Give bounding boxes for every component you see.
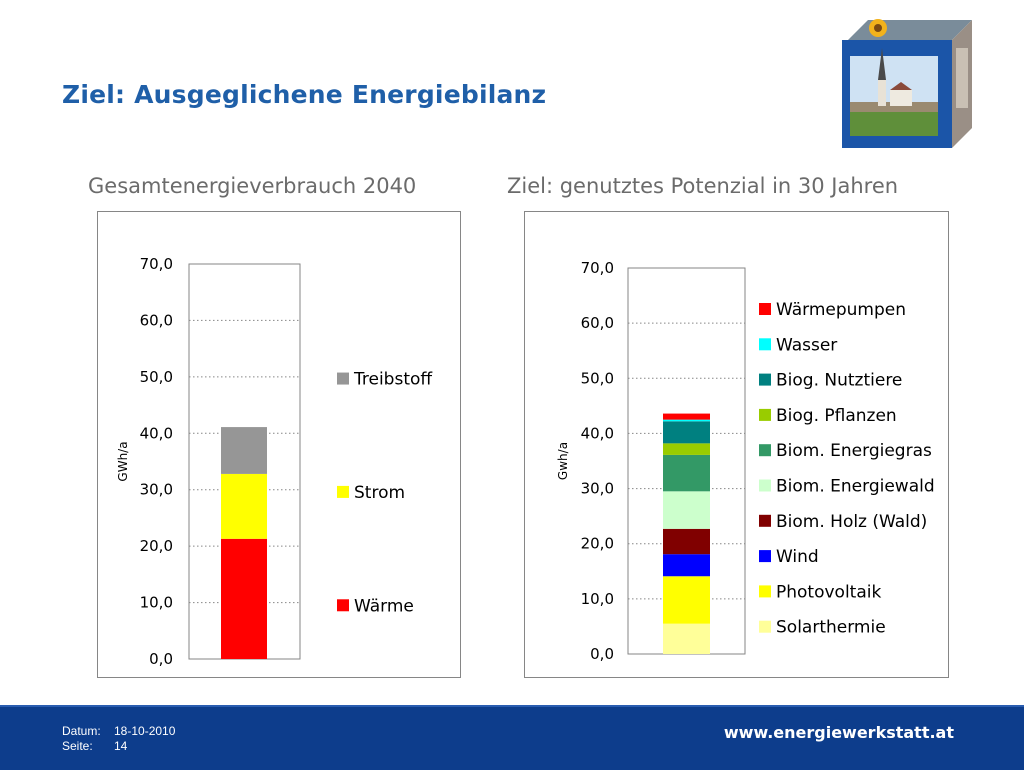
legend-swatch [337,599,349,612]
y-tick-label: 40,0 [140,424,173,442]
legend-label: Wärmepumpen [776,300,906,320]
legend-swatch [759,585,771,598]
y-tick-label: 20,0 [581,535,614,553]
date-value: 18-10-2010 [114,724,176,738]
bar-segment-wärmepumpen [663,413,710,420]
y-tick-label: 30,0 [581,480,614,498]
y-axis-label: Gwh/a [556,442,570,480]
right-chart-heading: Ziel: genutztes Potenzial in 30 Jahren [507,174,899,198]
legend-swatch [759,408,771,421]
page-title: Ziel: Ausgeglichene Energiebilanz [62,80,547,109]
legend-label: Wind [776,547,819,567]
legend-label: Wärme [354,596,414,616]
footer-info: Datum: 18-10-2010 Seite: 14 [62,724,175,754]
village-cube-logo [842,19,972,148]
bar-segment-biom-holz-wald [663,528,710,555]
y-tick-label: 40,0 [581,424,614,442]
bar-segment-biog-nutztiere [663,421,710,444]
legend-swatch [759,338,771,351]
y-tick-label: 70,0 [581,259,614,277]
y-tick-label: 0,0 [149,650,173,668]
y-tick-label: 0,0 [590,645,614,663]
legend-label: Treibstoff [353,370,433,390]
bar-segment-wärme [221,538,267,659]
bar-segment-solarthermie [663,623,710,654]
consumption-chart: 0,0 10,0 20,0 30,0 40,0 50,0 60,0 70,0 GWh/a Trei… [97,211,461,678]
y-tick-label: 10,0 [581,590,614,608]
y-axis-label: GWh/a [116,441,130,481]
bar-segment-biom-energiegras [663,454,710,492]
legend-swatch [337,485,349,498]
y-tick-label: 60,0 [581,314,614,332]
page-number: 14 [114,739,128,753]
potential-chart: 0,0 10,0 20,0 30,0 40,0 50,0 60,0 70,0 Gwh/a Wärm… [524,211,949,678]
legend-swatch [759,514,771,527]
legend-label: Biom. Energiegras [776,441,932,461]
legend-label: Biog. Pflanzen [776,406,897,426]
legend-label: Solarthermie [776,618,886,638]
legend-label: Wasser [776,335,837,355]
bar-segment-wasser [663,419,710,422]
bar-segment-treibstoff [221,427,267,474]
date-label: Datum: [62,724,101,738]
legend-swatch [759,444,771,457]
page-label: Seite: [62,739,93,753]
bar-segment-wind [663,554,710,577]
legend-label: Biom. Energiewald [776,477,935,497]
bar-segment-biog-pflanzen [663,443,710,455]
website-link[interactable]: www.energiewerkstatt.at [723,723,954,742]
left-chart-heading: Gesamtenergieverbrauch 2040 [88,174,417,198]
y-tick-label: 50,0 [140,368,173,386]
y-tick-label: 10,0 [140,594,173,612]
footer-bar: Datum: 18-10-2010 Seite: 14 www.energiewer… [0,705,1024,770]
legend-swatch [759,620,771,633]
legend-swatch [759,550,771,563]
y-tick-label: 70,0 [140,255,173,273]
legend-swatch [759,479,771,492]
y-tick-label: 50,0 [581,369,614,387]
legend-swatch [759,303,771,315]
legend-swatch [759,373,771,386]
y-tick-label: 20,0 [140,537,173,555]
y-tick-label: 30,0 [140,481,173,499]
y-tick-label: 60,0 [140,311,173,329]
legend-swatch [337,372,349,385]
legend-label: Strom [354,483,405,503]
bar-segment-strom [221,473,267,539]
legend-label: Photovoltaik [776,582,881,602]
bar-segment-photovoltaik [663,576,710,624]
legend-label: Biog. Nutztiere [776,371,902,391]
legend-label: Biom. Holz (Wald) [776,512,927,532]
bar-segment-biom-energiewald [663,491,710,529]
